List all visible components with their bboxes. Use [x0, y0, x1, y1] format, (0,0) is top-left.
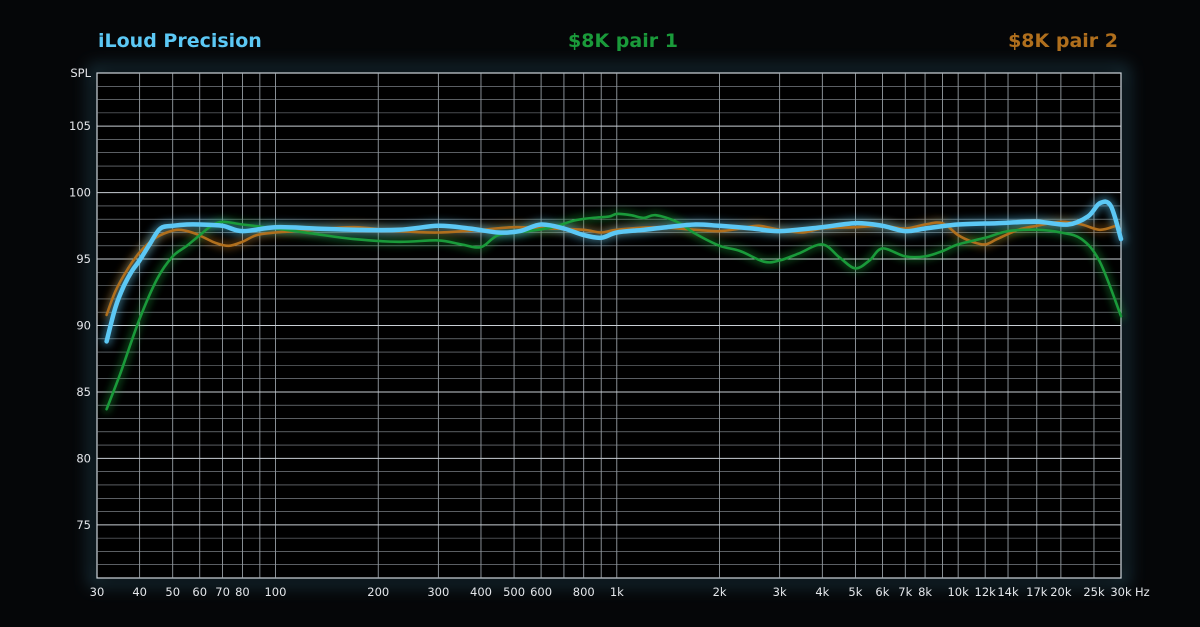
x-tick-label: 10k: [947, 585, 969, 599]
y-tick-label: 95: [76, 252, 91, 266]
x-tick-label: 80: [235, 585, 250, 599]
x-tick-label: 2k: [713, 585, 727, 599]
series-line-iloud-precision: [104, 199, 1124, 344]
x-tick-label: 400: [470, 585, 492, 599]
x-tick-label: 300: [427, 585, 449, 599]
x-tick-label: 20k: [1050, 585, 1072, 599]
series-lines: [104, 199, 1124, 411]
y-tick-label: 85: [76, 385, 91, 399]
x-tick-label: 40: [132, 585, 147, 599]
x-tick-label: 25k: [1083, 585, 1105, 599]
x-tick-label: 4k: [815, 585, 829, 599]
x-tick-label: 3k: [773, 585, 787, 599]
x-tick-label: 30k: [1110, 585, 1132, 599]
x-tick-label: 8k: [918, 585, 932, 599]
legend-8k-pair-1: $8K pair 1: [568, 30, 678, 52]
x-tick-label: 1k: [610, 585, 624, 599]
series-line-8k-pair-2: [105, 220, 1118, 317]
legend-iloud-precision: iLoud Precision: [98, 30, 262, 52]
y-tick-label: 80: [76, 451, 91, 465]
x-tick-label: 14k: [997, 585, 1019, 599]
x-tick-label: 12k: [975, 585, 997, 599]
x-tick-label: 200: [367, 585, 389, 599]
x-tick-label: 5k: [848, 585, 862, 599]
y-tick-label: 90: [76, 319, 91, 333]
y-tick-label: 105: [69, 119, 91, 133]
series-line-8k-pair-1: [105, 212, 1123, 411]
x-tick-label: 60: [192, 585, 207, 599]
x-tick-label: 600: [530, 585, 552, 599]
x-tick-label: 50: [165, 585, 180, 599]
x-tick-label: 500: [503, 585, 525, 599]
x-tick-label: 800: [573, 585, 595, 599]
x-tick-label: 70: [215, 585, 230, 599]
tick-labels: 30 40 50 60 70 80 100 200 300 400 500 600 800 1k 2k 3k 4…: [69, 66, 1150, 599]
legend-8k-pair-2: $8K pair 2: [1008, 30, 1118, 52]
y-axis-label: SPL: [70, 66, 91, 80]
x-tick-label: 7k: [898, 585, 912, 599]
x-tick-label: 6k: [875, 585, 889, 599]
x-tick-label: 17k: [1026, 585, 1048, 599]
y-tick-label: 75: [76, 518, 91, 532]
x-tick-label: 100: [264, 585, 286, 599]
x-tick-label: 30: [90, 585, 105, 599]
x-axis-label: Hz: [1135, 585, 1150, 599]
y-tick-label: 100: [69, 186, 91, 200]
